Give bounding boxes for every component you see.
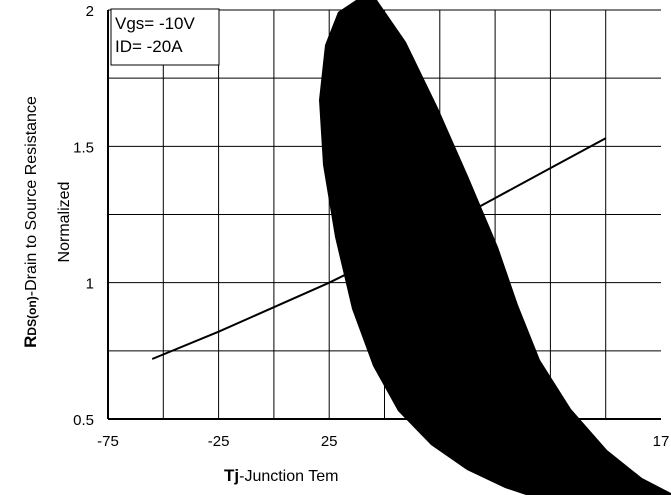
y-tick-label: 1.5 xyxy=(73,139,94,156)
annotation-frame xyxy=(110,8,220,66)
y-axis-label-rest: -Drain to Source Resistance xyxy=(23,96,40,296)
y-axis-label-r: R xyxy=(21,336,40,348)
y-axis-label-sub: DS(on) xyxy=(25,296,39,335)
y-axis-label-line2: Normalized xyxy=(56,182,73,263)
x-axis-label-tj: Tj xyxy=(224,466,239,485)
x-tick-label: -25 xyxy=(208,433,230,450)
x-axis-label: Tj-Junction Tem ) xyxy=(224,466,511,485)
y-axis-label-line1: RDS(on)-Drain to Source Resistance xyxy=(21,96,40,348)
x-axis-label-rest: -Junction Tem xyxy=(239,468,338,485)
x-tick-label: -75 xyxy=(97,433,119,450)
annotation-box: Vgs= -10V ID= -20A xyxy=(110,8,220,66)
y-tick-label: 0.5 xyxy=(73,412,94,429)
y-tick-label: 2 xyxy=(86,3,94,20)
occluding-blob xyxy=(319,0,671,495)
x-axis-label-main: Tj-Junction Tem xyxy=(224,466,338,485)
y-axis-label: RDS(on)-Drain to Source Resistance Norma… xyxy=(21,96,73,348)
annotation-vgs: Vgs= -10V xyxy=(115,14,196,33)
x-tick-label: 25 xyxy=(321,433,338,450)
x-tick-label: 17 xyxy=(653,433,670,450)
annotation-id: ID= -20A xyxy=(115,37,183,56)
y-tick-label: 1 xyxy=(86,276,94,293)
